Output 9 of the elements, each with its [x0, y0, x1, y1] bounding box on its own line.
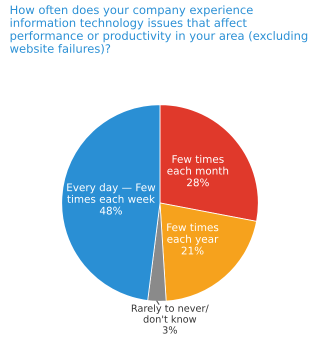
slice-label: Few times each year — [167, 223, 218, 245]
data-label: 48% — [100, 206, 122, 215]
slice-label: Rarely to never/ don't know — [132, 304, 209, 323]
data-label: 3% — [162, 326, 178, 334]
chart-title: How often does your company experience information technology issues that affect performance or productivity in your area (excluding website failures)? — [10, 5, 308, 54]
slice-label: Every day — Few times each week — [67, 183, 156, 203]
data-label: 21% — [182, 246, 204, 255]
slice-label: Few times each month — [167, 154, 228, 175]
data-label: 28% — [187, 178, 209, 186]
